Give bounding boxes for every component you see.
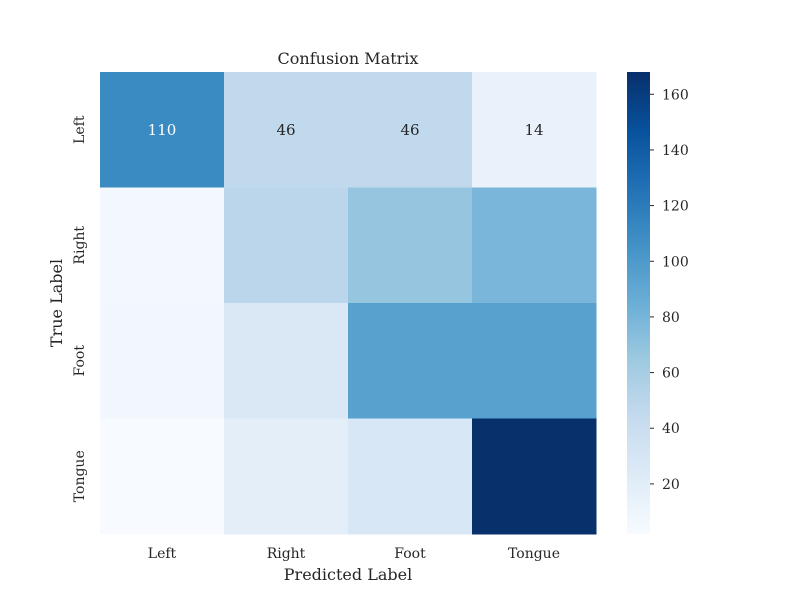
heatmap-cell xyxy=(472,418,597,535)
x-tick-labels: Left Right Foot Tongue xyxy=(148,546,560,562)
heatmap-cell xyxy=(100,303,225,419)
colorbar xyxy=(627,72,650,534)
heatmap-cell xyxy=(224,303,349,419)
colorbar-tick-label: 100 xyxy=(662,254,689,270)
colorbar-tick-label: 80 xyxy=(662,310,680,326)
colorbar-tick-label: 140 xyxy=(662,143,689,159)
heatmap-cell xyxy=(224,187,349,304)
heatmap-cell xyxy=(472,187,597,304)
y-tick-label: Tongue xyxy=(72,450,88,502)
y-tick-label: Right xyxy=(72,226,88,265)
x-tick-label: Right xyxy=(267,546,306,562)
y-tick-labels: Left Right Foot Tongue xyxy=(72,115,88,502)
y-tick-label: Foot xyxy=(72,345,88,377)
x-axis-label: Predicted Label xyxy=(284,565,412,584)
colorbar-tick-label: 120 xyxy=(662,199,689,215)
heatmap-cells xyxy=(100,72,597,535)
cell-annotation: 110 xyxy=(148,121,177,139)
colorbar-tick-label: 160 xyxy=(662,87,689,103)
colorbar-ticks: 20 40 60 80 100 120 140 160 xyxy=(650,87,689,493)
x-tick-label: Foot xyxy=(394,546,426,562)
cell-annotation: 46 xyxy=(276,121,295,139)
chart-title: Confusion Matrix xyxy=(278,49,419,68)
y-tick-label: Left xyxy=(72,115,88,144)
heatmap-cell xyxy=(100,187,225,304)
cell-annotation: 14 xyxy=(524,121,543,139)
heatmap-cell xyxy=(100,418,225,535)
colorbar-tick-label: 40 xyxy=(662,421,680,437)
heatmap-cell xyxy=(224,72,349,188)
colorbar-tick-label: 20 xyxy=(662,477,680,493)
colorbar-tick-label: 60 xyxy=(662,366,680,382)
heatmap-cell xyxy=(348,418,473,535)
heatmap-cell xyxy=(472,303,597,419)
y-axis-label: True Label xyxy=(47,259,66,347)
cell-annotations: 110 46 46 14 xyxy=(148,121,544,139)
heatmap-cell xyxy=(348,72,473,188)
x-tick-label: Left xyxy=(148,546,177,562)
heatmap-cell xyxy=(224,418,349,535)
x-tick-label: Tongue xyxy=(508,546,560,562)
heatmap-cell xyxy=(472,72,597,188)
heatmap-cell xyxy=(100,72,225,188)
heatmap-cell xyxy=(348,187,473,304)
heatmap-cell xyxy=(348,303,473,419)
cell-annotation: 46 xyxy=(400,121,419,139)
